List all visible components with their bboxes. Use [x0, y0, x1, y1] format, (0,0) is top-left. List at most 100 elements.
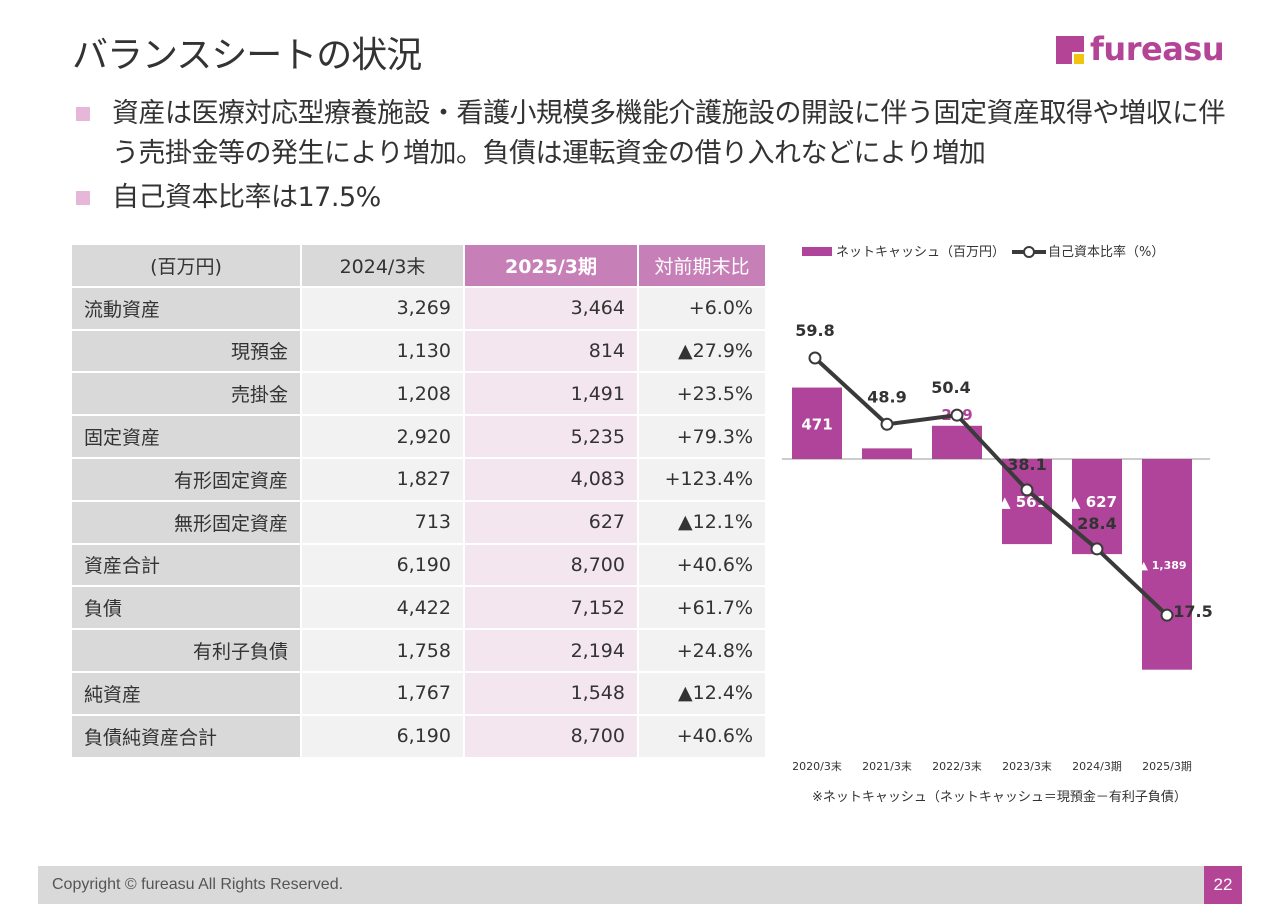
chart-canvas: ネットキャッシュ（百万円）自己資本比率（%）471219▲ 561▲ 627▲ … — [782, 244, 1213, 773]
row-current-value: 2,194 — [465, 630, 637, 671]
table-header-row: (百万円) 2024/3末 2025/3期 対前期末比 — [72, 245, 765, 286]
row-prev-value: 2,920 — [302, 416, 463, 457]
net-cash-equity-ratio-chart: ネットキャッシュ（百万円）自己資本比率（%）471219▲ 561▲ 627▲ … — [780, 236, 1220, 816]
row-current-value: 814 — [465, 330, 637, 372]
x-axis-tick-label: 2025/3期 — [1142, 760, 1192, 773]
table-row: 資産合計 6,190 8,700 +40.6% — [72, 544, 765, 586]
row-current-value: 7,152 — [465, 587, 637, 629]
table-row: 負債 4,422 7,152 +61.7% — [72, 587, 765, 629]
table-row: 現預金 1,130 814 ▲27.9% — [72, 330, 765, 372]
row-change-value: +79.3% — [639, 416, 765, 457]
equity-ratio-label: 48.9 — [867, 387, 906, 406]
x-axis-tick-label: 2021/3末 — [862, 759, 912, 773]
row-change-value: +40.6% — [639, 715, 765, 757]
equity-ratio-point — [880, 417, 894, 431]
row-label: 売掛金 — [72, 373, 300, 415]
row-current-value: 1,548 — [465, 672, 637, 714]
table-row: 純資産 1,767 1,548 ▲12.4% — [72, 672, 765, 714]
equity-ratio-point — [950, 408, 964, 422]
row-prev-value: 1,208 — [302, 373, 463, 415]
row-change-value: +6.0% — [639, 287, 765, 329]
row-current-value: 3,464 — [465, 287, 637, 329]
row-prev-value: 1,758 — [302, 630, 463, 671]
net-cash-bar-label: ▲ 1,389 — [1139, 559, 1186, 572]
row-label: 有形固定資産 — [72, 458, 300, 500]
equity-ratio-label: 38.1 — [1007, 455, 1046, 474]
summary-bullets: 資産は医療対応型療養施設・看護小規模多機能介護施設の開設に伴う固定資産取得や増収… — [76, 94, 1236, 222]
table-row: 売掛金 1,208 1,491 +23.5% — [72, 373, 765, 415]
table-row: 有形固定資産 1,827 4,083 +123.4% — [72, 458, 765, 500]
row-current-value: 8,700 — [465, 715, 637, 757]
net-cash-bar — [932, 425, 982, 459]
legend-label-net-cash: ネットキャッシュ（百万円） — [836, 245, 1005, 260]
page-number: 22 — [1204, 866, 1242, 904]
equity-ratio-point — [808, 351, 822, 365]
row-current-value: 627 — [465, 501, 637, 543]
chart-footnote: ※ネットキャッシュ（ネットキャッシュ＝現預金－有利子負債） — [812, 790, 1187, 805]
legend-label-equity-ratio: 自己資本比率（%） — [1048, 244, 1164, 260]
row-change-value: +23.5% — [639, 373, 765, 415]
row-label: 負債 — [72, 587, 300, 629]
logo-text: fureasu — [1090, 30, 1225, 68]
row-prev-value: 6,190 — [302, 715, 463, 757]
bullet-square-icon — [76, 191, 90, 205]
row-change-value: +40.6% — [639, 544, 765, 586]
row-label: 負債純資産合計 — [72, 715, 300, 757]
header-prev-period: 2024/3末 — [302, 245, 463, 286]
equity-ratio-line — [813, 356, 1169, 617]
row-prev-value: 3,269 — [302, 287, 463, 329]
equity-ratio-point — [1160, 608, 1174, 622]
balance-sheet-table: (百万円) 2024/3末 2025/3期 対前期末比 流動資産 3,269 3,4… — [70, 243, 767, 759]
equity-ratio-label: 28.4 — [1077, 514, 1116, 533]
table-row: 無形固定資産 713 627 ▲12.1% — [72, 501, 765, 543]
net-cash-bar — [1142, 459, 1192, 670]
row-change-value: +61.7% — [639, 587, 765, 629]
x-axis-tick-label: 2023/3末 — [1002, 759, 1052, 773]
row-label: 有利子負債 — [72, 630, 300, 671]
row-label: 純資産 — [72, 672, 300, 714]
net-cash-bar — [862, 448, 912, 459]
row-change-value: +24.8% — [639, 630, 765, 671]
bullet-text: 資産は医療対応型療養施設・看護小規模多機能介護施設の開設に伴う固定資産取得や増収… — [112, 98, 1226, 169]
copyright-text: Copyright © fureasu All Rights Reserved. — [52, 876, 344, 893]
equity-ratio-label: 17.5 — [1173, 602, 1212, 621]
equity-ratio-label: 50.4 — [931, 378, 970, 397]
x-axis-tick-label: 2024/3期 — [1072, 760, 1122, 773]
net-cash-bar-label: 471 — [801, 415, 832, 433]
net-cash-bar-label: ▲ 627 — [1069, 493, 1117, 511]
row-label: 無形固定資産 — [72, 501, 300, 543]
equity-ratio-point — [1020, 483, 1034, 497]
row-prev-value: 1,827 — [302, 458, 463, 500]
row-change-value: ▲12.1% — [639, 501, 765, 543]
row-change-value: ▲12.4% — [639, 672, 765, 714]
company-logo: fureasu — [1056, 30, 1225, 68]
row-change-value: +123.4% — [639, 458, 765, 500]
row-prev-value: 6,190 — [302, 544, 463, 586]
row-current-value: 8,700 — [465, 544, 637, 586]
legend-marker-equity-ratio — [1023, 246, 1035, 258]
footer-bar: Copyright © fureasu All Rights Reserved.… — [38, 866, 1242, 904]
row-prev-value: 1,767 — [302, 672, 463, 714]
table-row: 有利子負債 1,758 2,194 +24.8% — [72, 630, 765, 671]
bullet-item: 資産は医療対応型療養施設・看護小規模多機能介護施設の開設に伴う固定資産取得や増収… — [76, 94, 1236, 174]
row-change-value: ▲27.9% — [639, 330, 765, 372]
table-row: 負債純資産合計 6,190 8,700 +40.6% — [72, 715, 765, 757]
header-change: 対前期末比 — [639, 245, 765, 286]
legend-swatch-net-cash — [802, 247, 832, 256]
bullet-item: 自己資本比率は17.5% — [76, 178, 1236, 218]
x-axis-tick-label: 2022/3末 — [932, 759, 982, 773]
logo-mark-icon — [1056, 36, 1084, 64]
row-prev-value: 1,130 — [302, 330, 463, 372]
row-prev-value: 4,422 — [302, 587, 463, 629]
row-label: 流動資産 — [72, 287, 300, 329]
row-label: 固定資産 — [72, 416, 300, 457]
equity-ratio-label: 59.8 — [795, 321, 834, 340]
header-current-period: 2025/3期 — [465, 245, 637, 286]
net-cash-bar — [1072, 459, 1122, 555]
row-label: 資産合計 — [72, 544, 300, 586]
row-label: 現預金 — [72, 330, 300, 372]
bullet-text: 自己資本比率は17.5% — [112, 182, 381, 213]
row-current-value: 5,235 — [465, 416, 637, 457]
table-row: 流動資産 3,269 3,464 +6.0% — [72, 287, 765, 329]
header-unit: (百万円) — [72, 245, 300, 286]
